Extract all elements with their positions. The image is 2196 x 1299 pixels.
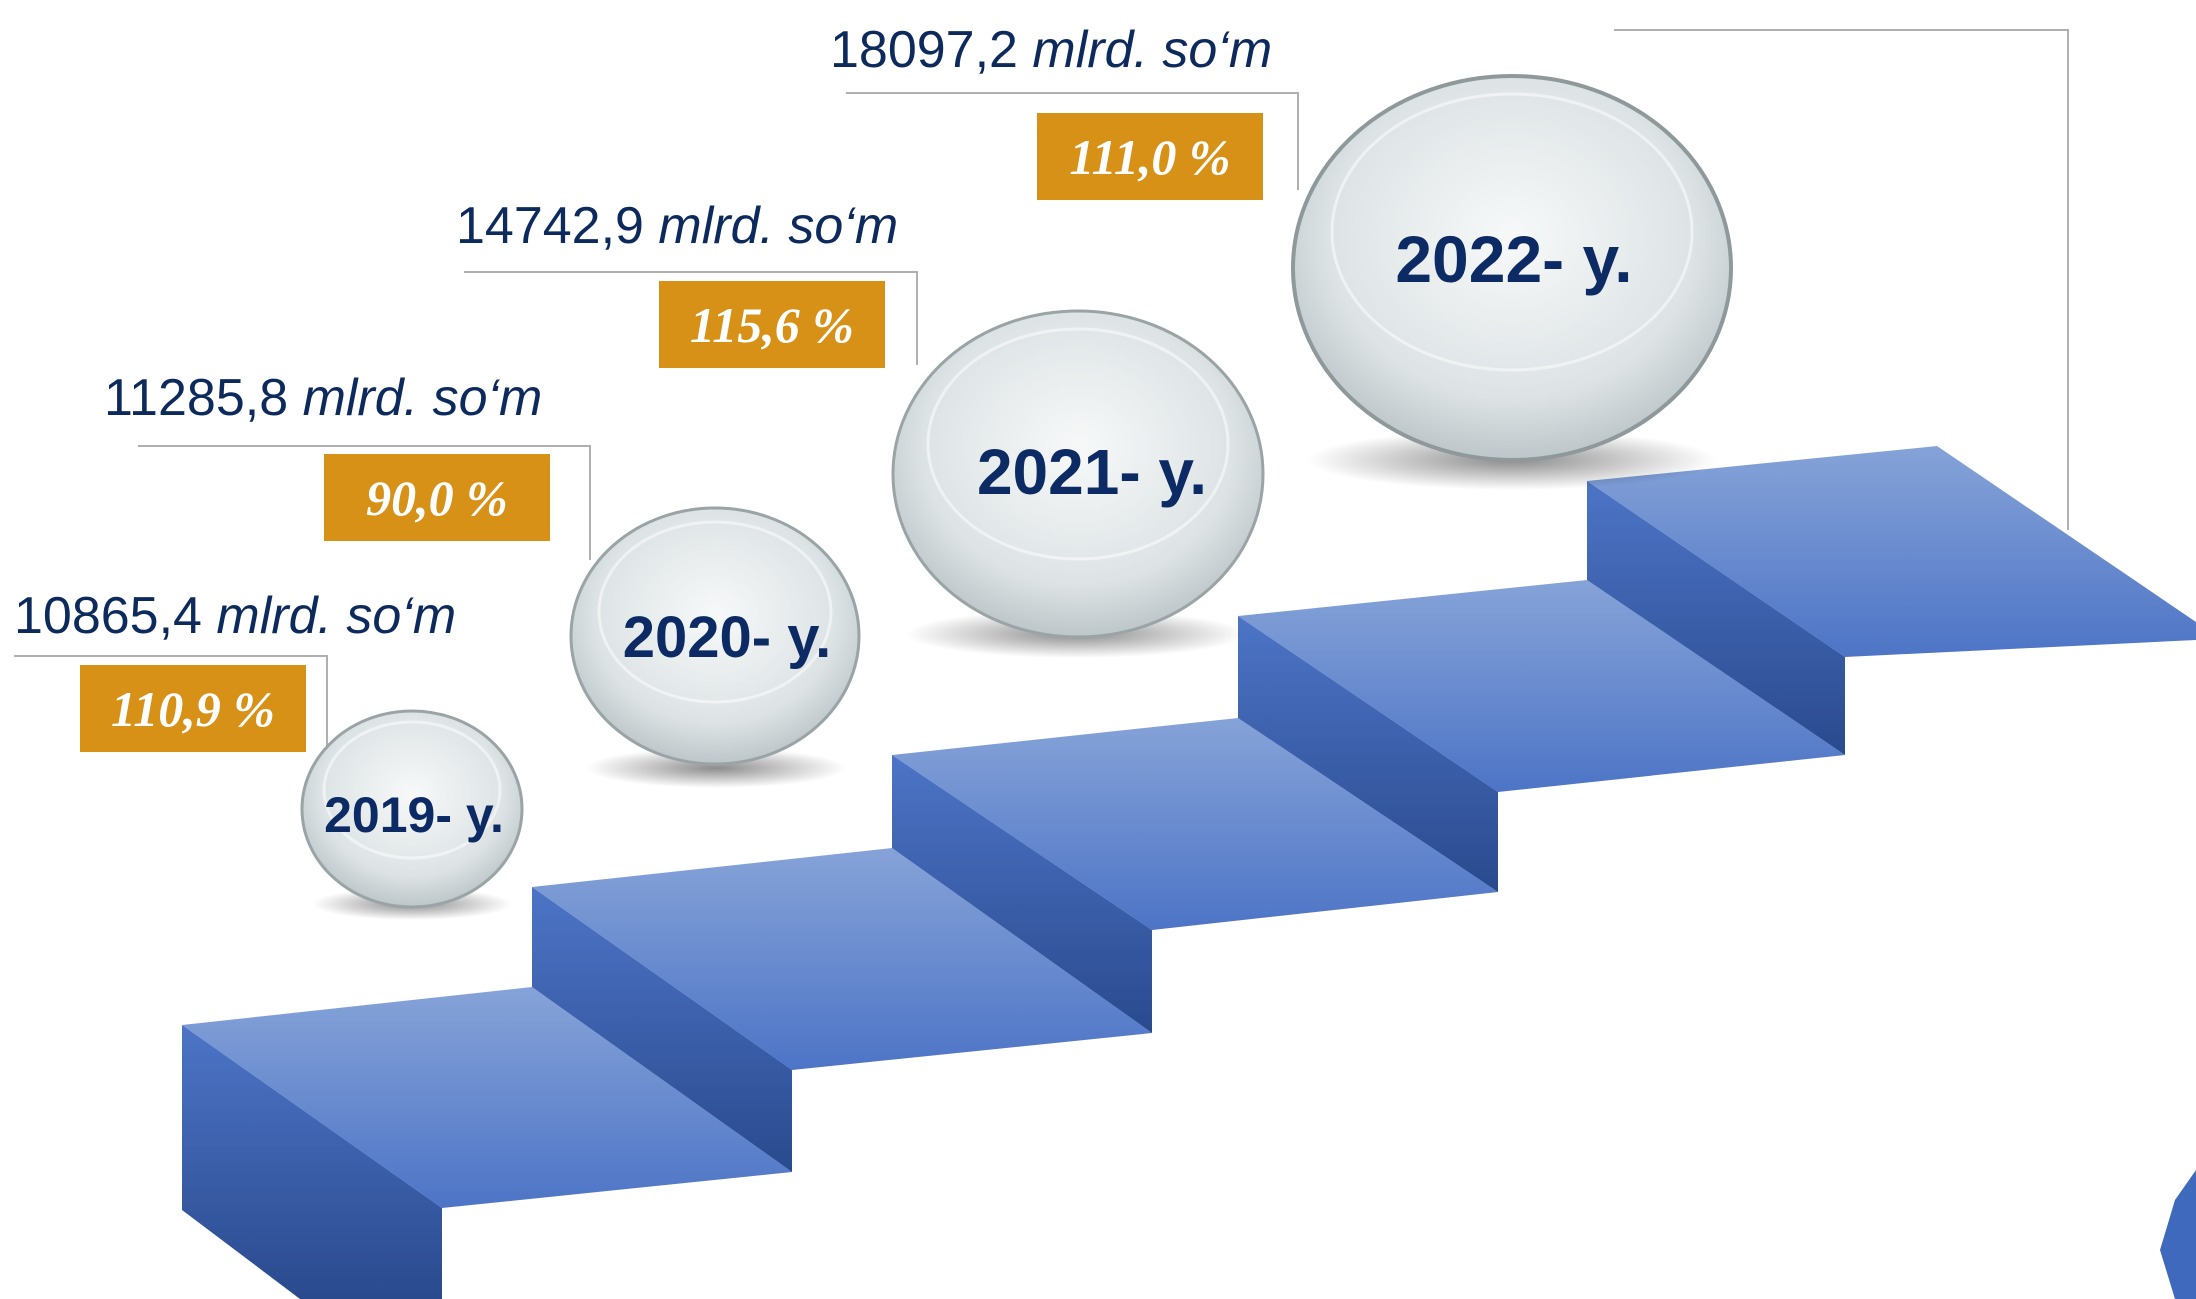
leader-line-2021 <box>464 271 918 365</box>
value-label-2020: 11285,8 mlrd. so‘m <box>104 372 542 424</box>
growth-badge-2019: 110,9 % <box>80 665 306 752</box>
step-1-riser <box>182 1025 442 1299</box>
leader-line-2020 <box>138 445 591 560</box>
leader-line-2022 <box>846 92 1299 190</box>
step-3-riser <box>892 755 1152 1033</box>
leader-lines <box>14 29 2069 760</box>
step-5-tread <box>1587 446 2196 657</box>
staircase <box>182 446 2196 1299</box>
step-1-tread <box>182 987 792 1208</box>
sphere-2019 <box>300 709 524 909</box>
leader-line-2019 <box>14 655 328 760</box>
step-5-riser <box>1587 481 1845 755</box>
value-number: 14742,9 <box>456 197 644 255</box>
value-number: 18097,2 <box>830 21 1018 79</box>
value-label-2022: 18097,2 mlrd. so‘m <box>830 24 1272 76</box>
sphere-2022 <box>1291 74 1733 462</box>
corner-decoration <box>2160 1170 2196 1299</box>
year-label-2020: 2020- y. <box>622 605 832 670</box>
year-label-2019: 2019- y. <box>324 787 504 843</box>
growth-badge-2021: 115,6 % <box>659 281 885 368</box>
year-label-2021: 2021- y. <box>976 436 1208 508</box>
spheres <box>300 74 1733 909</box>
value-unit: mlrd. so‘m <box>1032 21 1273 79</box>
value-unit: mlrd. so‘m <box>302 369 543 427</box>
year-label-2022: 2022- y. <box>1395 222 1633 296</box>
value-number: 11285,8 <box>104 369 289 427</box>
sphere-shadow-2020 <box>586 748 846 788</box>
sphere-2021 <box>891 309 1265 639</box>
value-label-2021: 14742,9 mlrd. so‘m <box>456 200 898 252</box>
step-4-tread <box>1238 580 1845 792</box>
value-unit: mlrd. so‘m <box>658 197 899 255</box>
growth-badge-2022: 111,0 % <box>1037 113 1263 200</box>
step-4-riser <box>1238 616 1498 892</box>
value-label-2019: 10865,4 mlrd. so‘m <box>14 590 456 642</box>
leader-line-right <box>1614 29 2069 530</box>
growth-badge-2020: 90,0 % <box>324 454 550 541</box>
step-3-tread <box>892 718 1498 930</box>
value-unit: mlrd. so‘m <box>216 587 457 645</box>
step-2-tread <box>532 848 1152 1070</box>
sphere-2020 <box>569 506 861 766</box>
step-2-riser <box>532 887 792 1172</box>
value-number: 10865,4 <box>14 587 202 645</box>
